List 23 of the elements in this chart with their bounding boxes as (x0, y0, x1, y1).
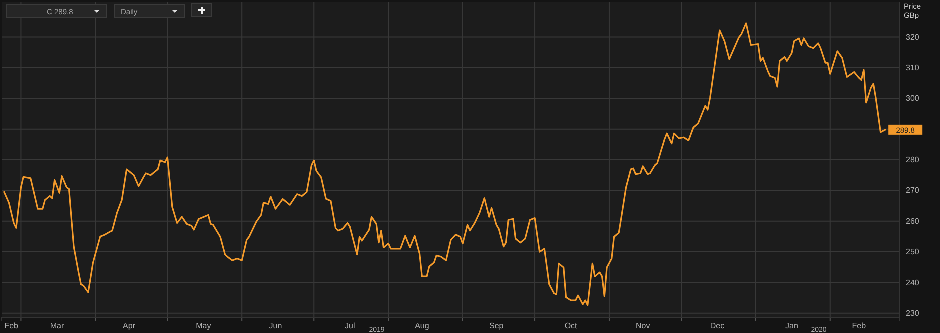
x-tick-label: Mar (50, 322, 64, 331)
x-tick-label: Apr (123, 322, 136, 331)
x-tick-label: Sep (490, 322, 504, 331)
y-tick-label: 270 (906, 186, 920, 196)
x-tick-label: Nov (636, 322, 650, 331)
y-tick-label: 260 (906, 216, 920, 226)
y-tick-label: 250 (906, 248, 920, 257)
y-tick-label: 230 (906, 308, 920, 318)
x-tick-label: Jun (269, 322, 282, 331)
x-tick-label: Oct (564, 322, 578, 331)
y-tick-label: 310 (906, 64, 920, 73)
y-tick-label: 280 (906, 156, 920, 165)
x-tick-label: May (196, 322, 212, 331)
x-tick-label: Feb (4, 322, 20, 331)
x-tick-label: Jan (786, 322, 798, 331)
line-series (4, 22, 886, 306)
x-tick-label: Aug (415, 322, 430, 331)
x-tick-label: Dec (710, 322, 725, 331)
y-tick-label: 300 (906, 94, 920, 104)
x-tick-label: Feb (852, 322, 867, 331)
x-tick-label: Jul (345, 322, 356, 331)
y-tick-label: 240 (906, 278, 920, 288)
y-tick-label: 320 (906, 32, 920, 42)
